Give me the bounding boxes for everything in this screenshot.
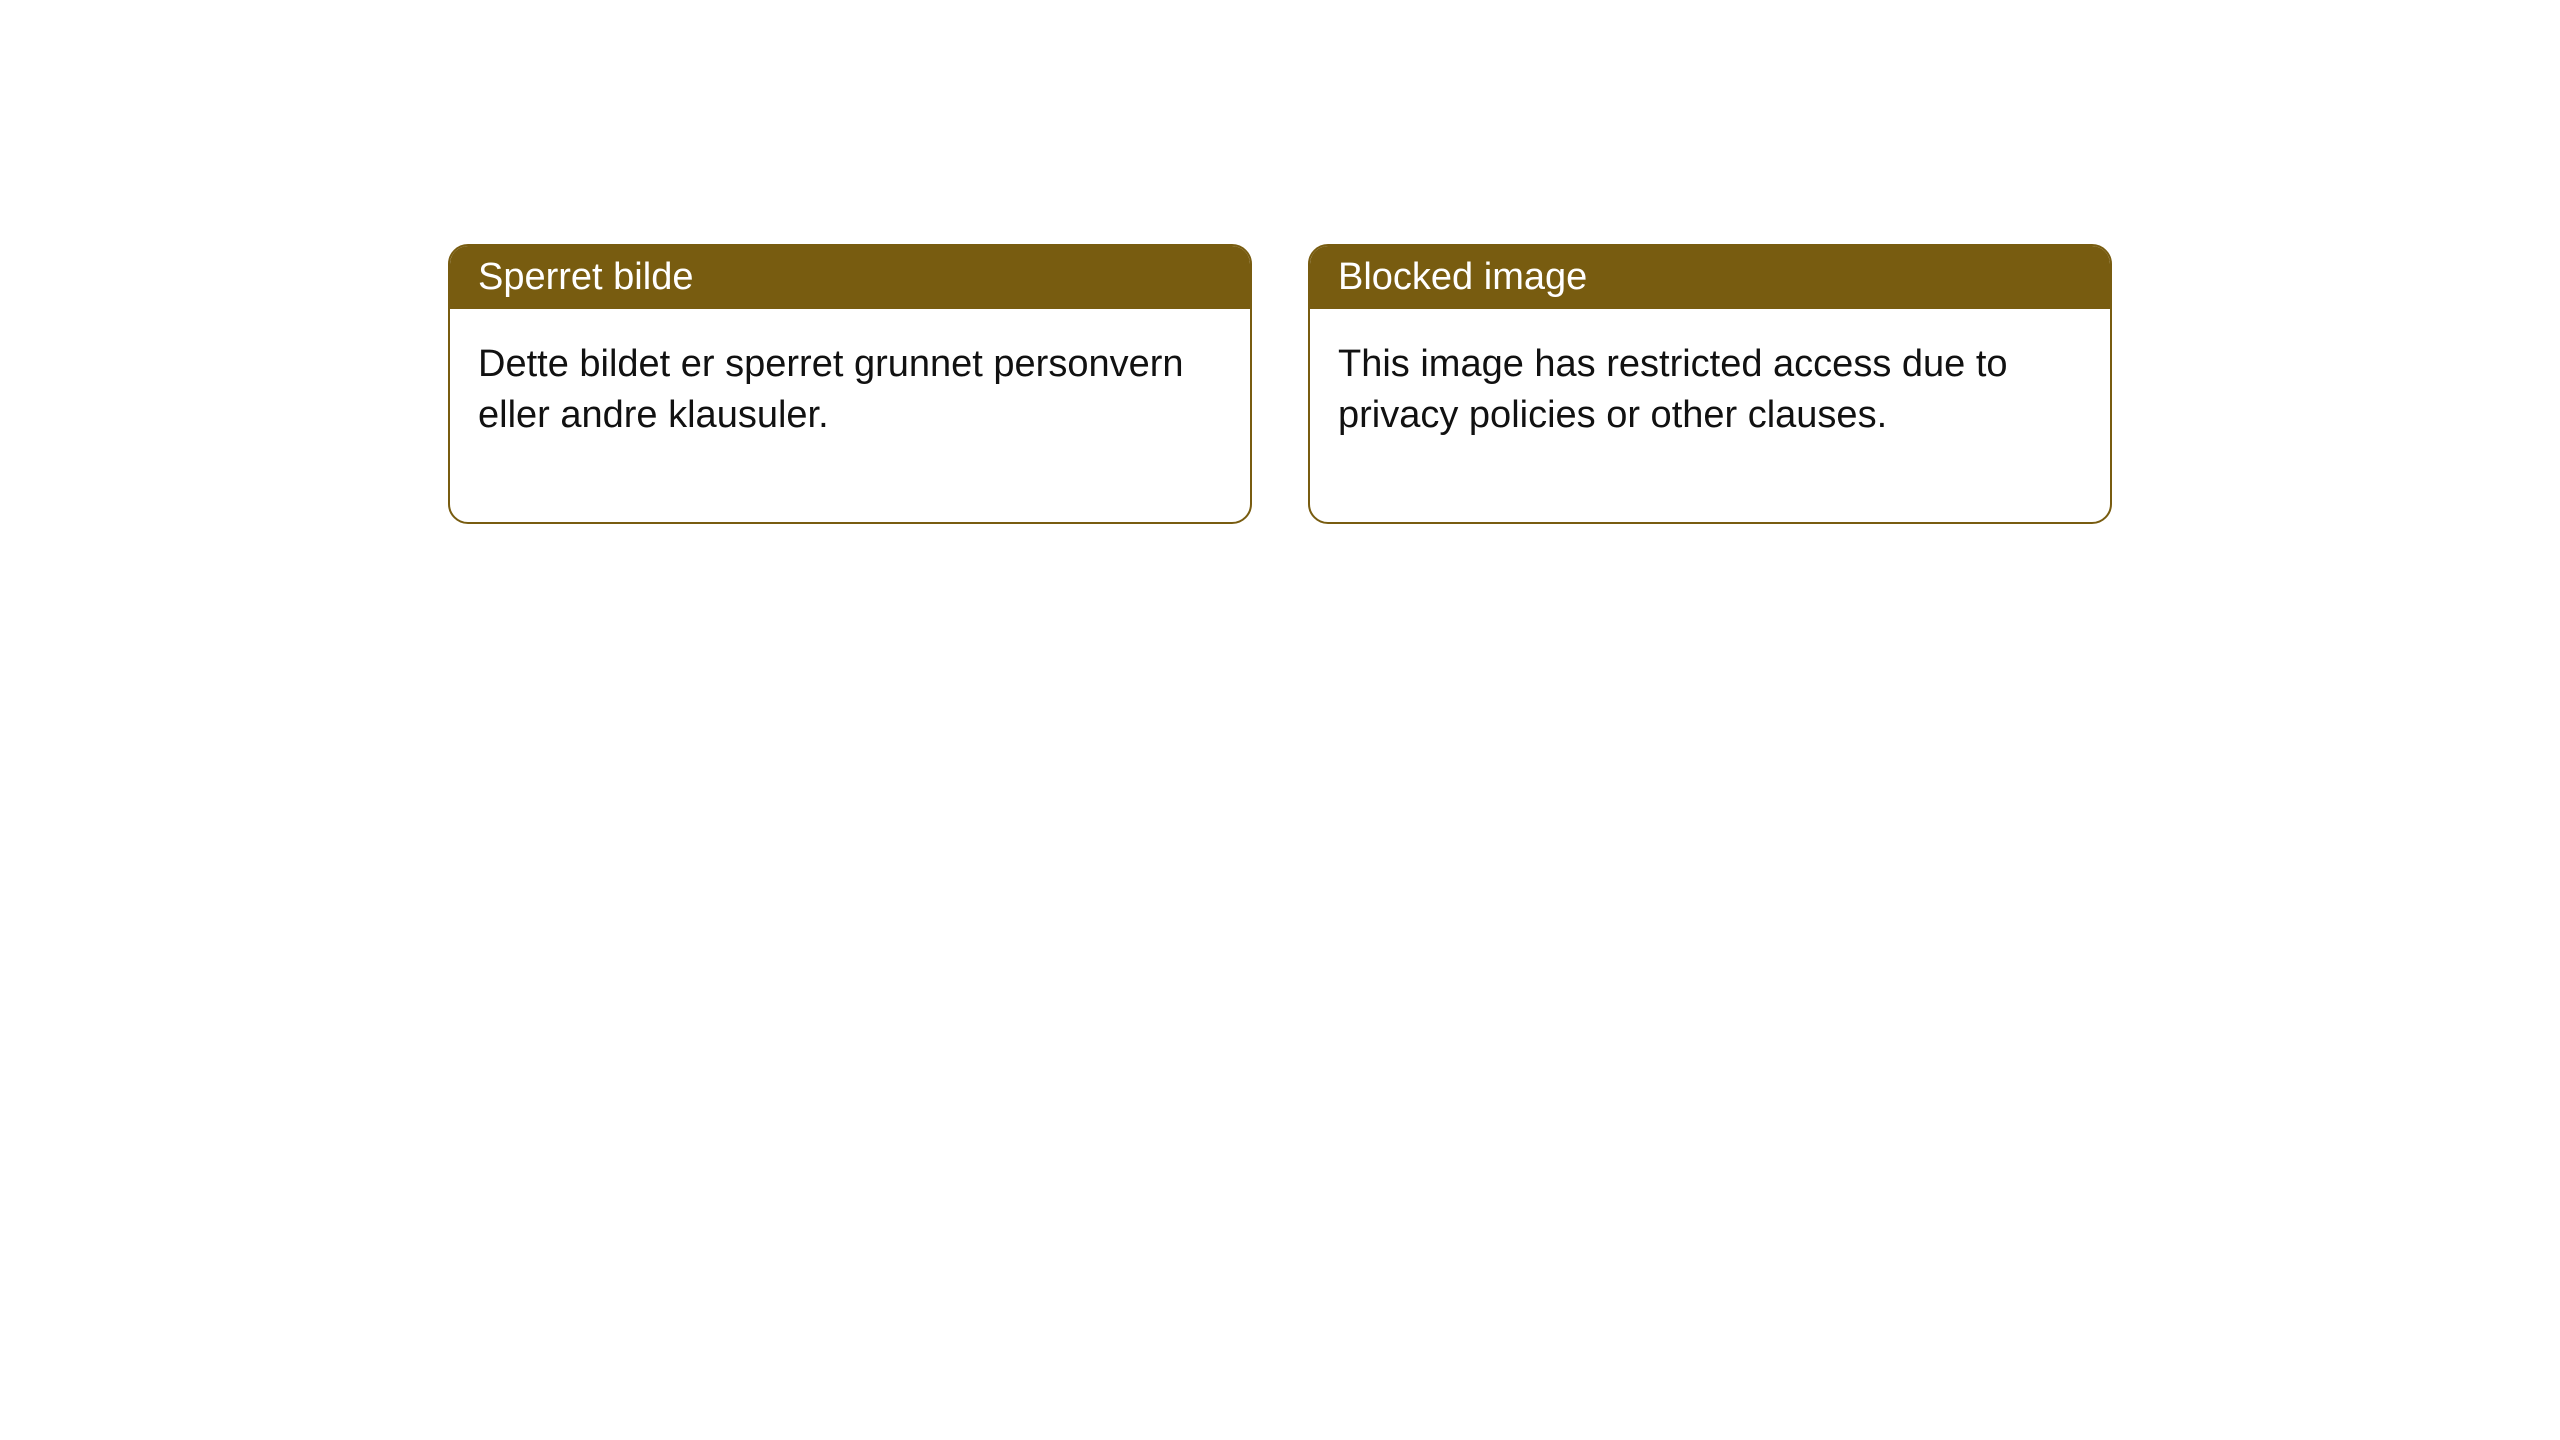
notice-card-norwegian: Sperret bilde Dette bildet er sperret gr… (448, 244, 1252, 524)
notice-body-text: This image has restricted access due to … (1338, 343, 2008, 436)
notice-card-english: Blocked image This image has restricted … (1308, 244, 2112, 524)
notice-title: Blocked image (1338, 256, 1587, 298)
notice-header: Blocked image (1310, 246, 2110, 309)
notice-container: Sperret bilde Dette bildet er sperret gr… (0, 0, 2560, 524)
notice-body: This image has restricted access due to … (1310, 309, 2110, 522)
notice-body: Dette bildet er sperret grunnet personve… (450, 309, 1250, 522)
notice-body-text: Dette bildet er sperret grunnet personve… (478, 343, 1184, 436)
notice-title: Sperret bilde (478, 256, 693, 298)
notice-header: Sperret bilde (450, 246, 1250, 309)
